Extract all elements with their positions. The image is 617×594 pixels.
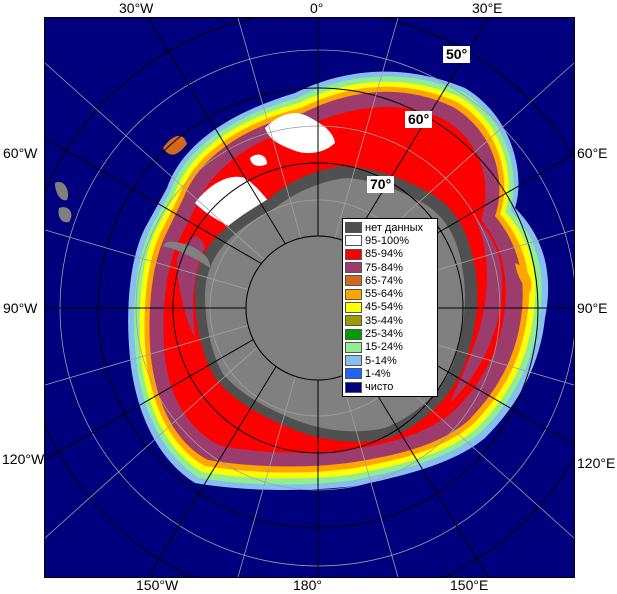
legend-item: 65-74%: [345, 274, 435, 287]
legend-item: 85-94%: [345, 248, 435, 261]
legend-label: 55-64%: [365, 288, 403, 301]
south-america-tip: [55, 181, 69, 201]
legend-label: 45-54%: [365, 301, 403, 314]
lon-label-180: 180°: [293, 577, 322, 593]
lat-label-50: 50°: [443, 46, 471, 63]
legend-swatch: [345, 381, 362, 393]
legend-item: 95-100%: [345, 234, 435, 247]
legend-label: 15-24%: [365, 341, 403, 354]
lon-label-150w: 150°W: [136, 577, 179, 593]
legend-item: 5-14%: [345, 354, 435, 367]
legend-item: 35-44%: [345, 314, 435, 327]
legend-label: 1-4%: [365, 367, 391, 380]
legend-swatch: [345, 368, 362, 380]
lon-label-150e: 150°E: [450, 577, 489, 593]
legend-item: нет данных: [345, 221, 435, 234]
legend-swatch: [345, 315, 362, 327]
ice-full-small: [250, 154, 267, 166]
legend-swatch: [345, 341, 362, 353]
legend-label: 25-34%: [365, 328, 403, 341]
legend-label: 75-84%: [365, 261, 403, 274]
island-cluster: [58, 207, 72, 223]
legend-swatch: [345, 301, 362, 313]
legend-swatch: [345, 288, 362, 300]
legend-label: нет данных: [365, 221, 424, 234]
lon-label-90e: 90°E: [577, 300, 608, 316]
legend-swatch: [345, 248, 362, 260]
legend-label: 5-14%: [365, 354, 397, 367]
lon-label-30w: 30°W: [119, 0, 154, 16]
legend-swatch: [345, 328, 362, 340]
legend-label: 85-94%: [365, 248, 403, 261]
antarctic-peninsula: [163, 241, 211, 268]
ice-orange-patch-east: [515, 263, 532, 293]
sea-ice-map: [45, 18, 574, 577]
lon-label-60w: 60°W: [3, 145, 38, 161]
legend-item: чисто: [345, 381, 435, 394]
legend-swatch: [345, 222, 362, 234]
legend-label: 95-100%: [365, 234, 410, 247]
legend-swatch: [345, 235, 362, 247]
legend-item: 45-54%: [345, 301, 435, 314]
legend-item: 25-34%: [345, 327, 435, 340]
ice-mid-patch-east: [450, 218, 503, 403]
lat-label-70: 70°: [367, 176, 395, 193]
lon-label-60e: 60°E: [577, 145, 608, 161]
lon-label-120e: 120°E: [577, 455, 616, 471]
legend-swatch: [345, 275, 362, 287]
lon-label-90w: 90°W: [3, 300, 38, 316]
legend-label: чисто: [365, 381, 394, 394]
map-frame: 50° 60° 70° нет данных 95-100% 85-94% 75-84…: [44, 17, 575, 578]
legend-swatch: [345, 262, 362, 274]
ice-mid-patch-west: [177, 237, 205, 338]
legend-swatch: [345, 355, 362, 367]
legend-item: 75-84%: [345, 261, 435, 274]
lat-label-60: 60°: [405, 111, 433, 128]
legend-label: 35-44%: [365, 314, 403, 327]
lon-label-120w: 120°W: [2, 451, 45, 467]
lon-label-30e: 30°E: [472, 0, 503, 16]
legend-item: 1-4%: [345, 367, 435, 380]
ice-orange-patch-west: [163, 135, 187, 155]
legend-item: 55-64%: [345, 287, 435, 300]
legend-label: 65-74%: [365, 274, 403, 287]
legend: нет данных 95-100% 85-94% 75-84% 65-74% 55-64…: [342, 218, 438, 397]
lon-label-0: 0°: [310, 0, 324, 16]
legend-item: 15-24%: [345, 341, 435, 354]
